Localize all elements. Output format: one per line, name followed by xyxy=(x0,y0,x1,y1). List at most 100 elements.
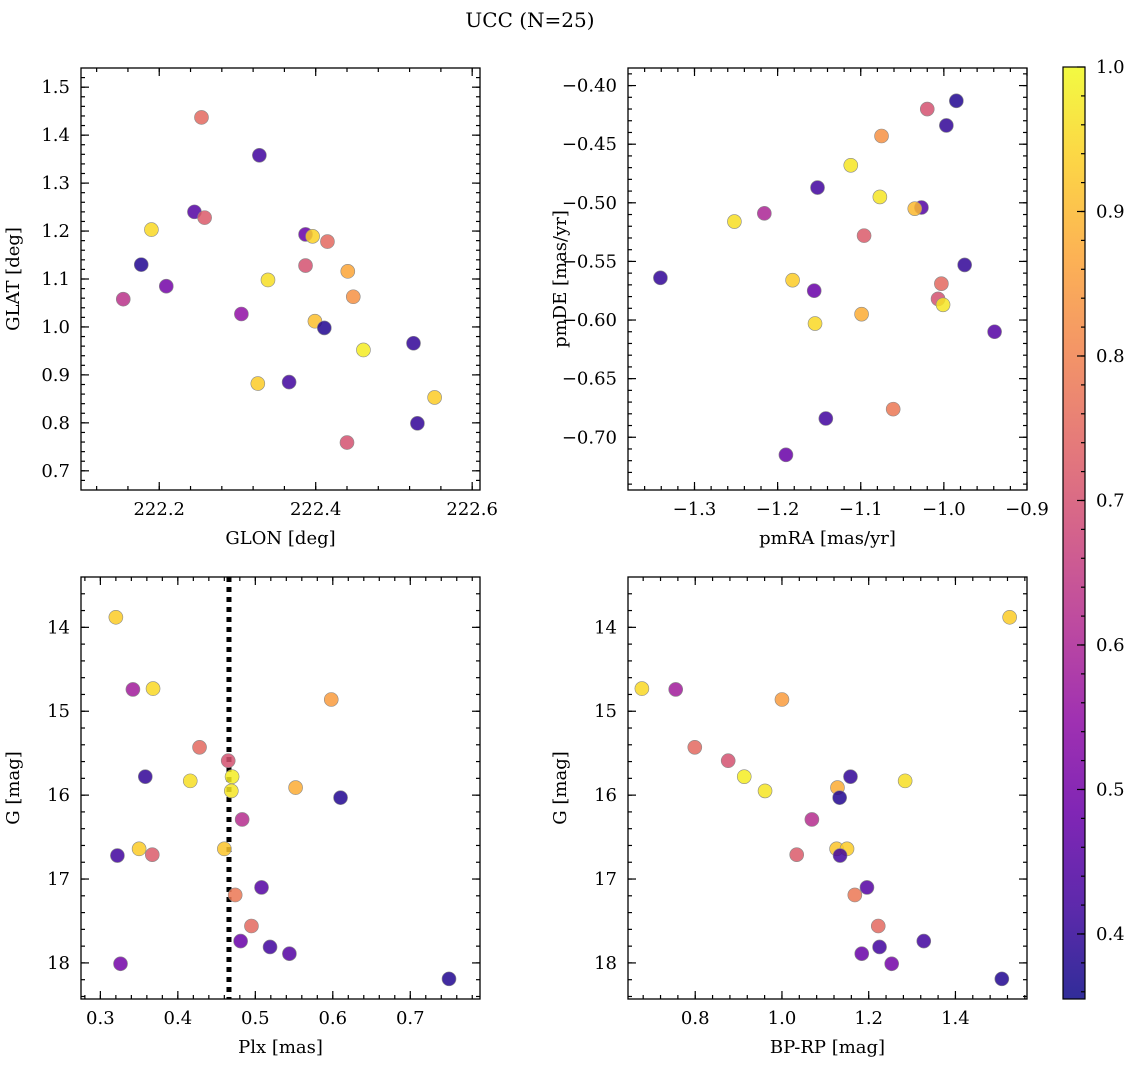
data-point xyxy=(250,376,266,391)
y-axis-label: G [mag] xyxy=(3,751,24,824)
data-point xyxy=(262,939,278,955)
data-point xyxy=(197,210,212,225)
data-point xyxy=(854,946,870,961)
data-point xyxy=(987,324,1002,340)
colorbar-tick-label: 0.9 xyxy=(1096,201,1125,222)
data-point xyxy=(653,270,668,286)
data-point xyxy=(320,234,335,249)
y-tick-label: −0.50 xyxy=(562,193,617,214)
data-point xyxy=(818,411,834,426)
y-tick-label: 17 xyxy=(594,869,617,890)
data-point xyxy=(774,692,790,707)
data-point xyxy=(804,812,820,827)
data-point xyxy=(847,887,863,903)
data-point xyxy=(145,681,161,696)
data-point xyxy=(110,848,125,863)
data-point xyxy=(224,769,240,784)
y-tick-label: 18 xyxy=(594,953,617,974)
x-tick-label: 0.5 xyxy=(241,1008,270,1029)
data-point xyxy=(115,291,131,307)
data-point xyxy=(994,971,1010,987)
data-point xyxy=(227,887,243,903)
y-tick-label: 14 xyxy=(594,617,617,638)
data-point xyxy=(356,342,371,358)
data-point xyxy=(138,769,153,784)
figure-title: UCC (N=25) xyxy=(465,8,594,32)
y-tick-label: 1.2 xyxy=(41,221,70,242)
plot-frame xyxy=(627,576,1028,1000)
x-tick-label: −0.9 xyxy=(1005,499,1049,520)
data-point xyxy=(233,933,248,949)
y-tick-label: −0.45 xyxy=(562,134,617,155)
x-tick-label: −1.2 xyxy=(756,499,800,520)
x-tick-label: −1.1 xyxy=(839,499,883,520)
data-point xyxy=(339,435,355,450)
data-point xyxy=(133,257,149,272)
data-point xyxy=(158,278,174,294)
data-point xyxy=(441,971,457,987)
y-axis-label: G [mag] xyxy=(550,751,571,824)
data-point xyxy=(856,228,872,243)
data-point xyxy=(935,297,951,313)
x-axis-label: pmRA [mas/yr] xyxy=(759,528,896,549)
x-tick-label: 0.6 xyxy=(318,1008,347,1029)
x-tick-label: 1.4 xyxy=(941,1008,970,1029)
x-tick-label: −1.0 xyxy=(922,499,966,520)
data-point xyxy=(939,118,954,133)
x-axis-label: GLON [deg] xyxy=(225,528,335,549)
data-point xyxy=(254,880,269,895)
y-tick-label: 1.4 xyxy=(41,125,70,146)
colorbar-gradient xyxy=(1062,66,1086,1000)
x-tick-label: 222.6 xyxy=(446,499,498,520)
data-point xyxy=(785,272,800,288)
x-axis-label: BP-RP [mag] xyxy=(770,1037,885,1058)
x-tick-label: 0.3 xyxy=(86,1008,115,1029)
data-point xyxy=(305,229,320,244)
data-point xyxy=(806,283,822,299)
data-point xyxy=(720,753,736,769)
data-point xyxy=(317,320,332,336)
x-tick-label: 222.4 xyxy=(290,499,342,520)
data-point xyxy=(113,956,128,972)
data-point xyxy=(916,933,932,949)
y-tick-label: 1.0 xyxy=(41,317,70,338)
data-point xyxy=(234,812,250,827)
data-point xyxy=(244,918,259,934)
y-tick-label: 16 xyxy=(594,785,617,806)
x-tick-label: 0.4 xyxy=(164,1008,193,1029)
y-tick-label: 1.5 xyxy=(41,77,70,98)
x-tick-label: 0.7 xyxy=(396,1008,425,1029)
data-point xyxy=(194,110,209,125)
data-point xyxy=(406,335,421,351)
data-point xyxy=(757,206,772,221)
data-point xyxy=(182,773,198,789)
y-tick-label: 0.9 xyxy=(41,365,70,386)
data-point xyxy=(288,780,303,795)
data-point xyxy=(919,101,935,117)
x-tick-label: 1.0 xyxy=(768,1008,797,1029)
scatter-panel-glon-glat: 222.2 222.4 222.6 0.7 0.8 0.9 1.0 1.1 1.2 1.3 1.4 1… xyxy=(3,67,498,549)
data-point xyxy=(281,374,297,390)
data-point xyxy=(282,946,297,961)
data-point xyxy=(843,157,859,173)
data-point xyxy=(298,258,313,273)
data-point xyxy=(333,790,348,805)
x-tick-label: 1.2 xyxy=(854,1008,883,1029)
data-point xyxy=(859,880,875,895)
x-tick-label: 222.2 xyxy=(133,499,185,520)
y-tick-label: 15 xyxy=(47,701,70,722)
data-point xyxy=(144,222,159,237)
data-point xyxy=(410,416,425,431)
data-point xyxy=(832,790,847,805)
plot-frame xyxy=(80,576,481,1000)
y-tick-label: −0.40 xyxy=(562,76,617,97)
data-point xyxy=(949,93,964,109)
y-axis-label: GLAT [deg] xyxy=(3,227,24,331)
y-tick-label: −0.55 xyxy=(562,251,617,272)
data-point xyxy=(874,128,889,144)
data-point xyxy=(252,147,267,163)
y-tick-label: 15 xyxy=(594,701,617,722)
x-axis-label: Plx [mas] xyxy=(238,1037,323,1058)
y-tick-label: 1.3 xyxy=(41,173,70,194)
data-point xyxy=(907,201,923,216)
